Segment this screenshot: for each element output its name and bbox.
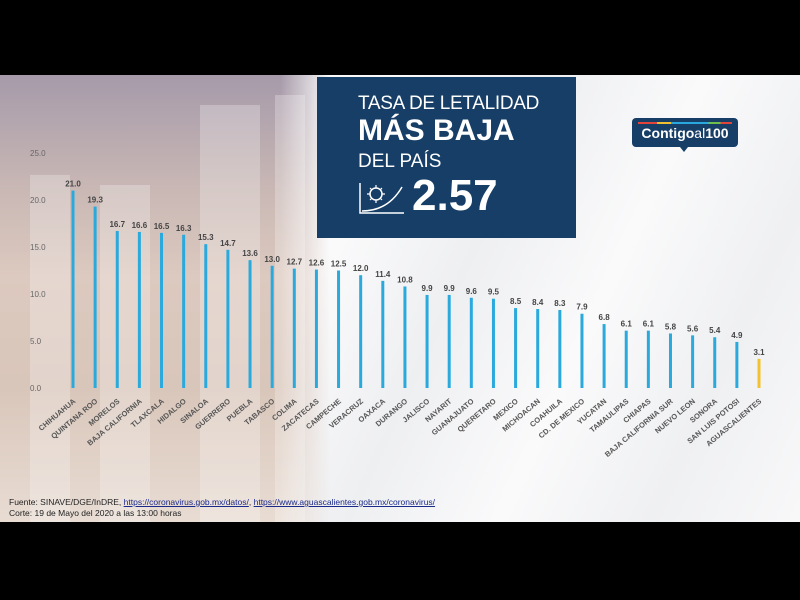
bar-chart: 0.05.010.015.020.025.021.0CHIHUAHUA19.3Q… bbox=[30, 149, 765, 459]
bar-colima bbox=[292, 268, 296, 388]
data-label: 9.9 bbox=[444, 284, 456, 293]
data-label: 8.4 bbox=[532, 298, 544, 307]
data-label: 16.6 bbox=[132, 221, 148, 230]
bar-yucatan bbox=[602, 324, 606, 388]
virus-curve-chart-icon bbox=[359, 183, 404, 214]
source-link-aguascalientes[interactable]: https://www.aguascalientes.gob.mx/corona… bbox=[253, 497, 436, 507]
data-label: 8.3 bbox=[554, 299, 566, 308]
bar-hidalgo bbox=[182, 234, 186, 388]
bar-baja-california bbox=[137, 231, 141, 388]
logo-text: 100 bbox=[705, 125, 729, 141]
separator: , bbox=[248, 497, 252, 507]
bar-chiapas bbox=[646, 330, 650, 388]
bar-baja-california-sur bbox=[668, 333, 672, 388]
y-tick-label: 15.0 bbox=[30, 243, 46, 252]
bar-sinaloa bbox=[204, 244, 208, 388]
data-label: 8.5 bbox=[510, 297, 522, 306]
bar-guanajuato bbox=[469, 297, 473, 388]
data-label: 3.1 bbox=[753, 348, 765, 357]
bar-queretaro bbox=[491, 298, 495, 388]
data-label: 6.1 bbox=[643, 320, 655, 329]
bar-aguascalientes bbox=[757, 358, 761, 388]
data-label: 21.0 bbox=[65, 180, 81, 189]
data-label: 12.0 bbox=[353, 264, 369, 273]
lethality-rate-value: 2.57 bbox=[412, 171, 498, 220]
data-label: 6.1 bbox=[621, 320, 633, 329]
cutoff-date: Corte: 19 de Mayo del 2020 a las 13:00 h… bbox=[9, 508, 182, 518]
bar-veracruz bbox=[359, 275, 363, 388]
bar-tlaxcala bbox=[160, 232, 164, 388]
bar-sonora bbox=[713, 337, 717, 388]
data-label: 14.7 bbox=[220, 239, 236, 248]
source-link-coronavirus[interactable]: https://coronavirus.gob.mx/datos/ bbox=[123, 497, 249, 507]
data-label: 9.6 bbox=[466, 287, 478, 296]
y-tick-label: 10.0 bbox=[30, 290, 46, 299]
data-label: 12.5 bbox=[331, 260, 347, 269]
bar-michoacan bbox=[536, 309, 540, 388]
data-label: 15.3 bbox=[198, 233, 214, 242]
y-tick-label: 5.0 bbox=[30, 337, 42, 346]
data-label: 5.4 bbox=[709, 326, 721, 335]
contigo-al-100-logo: Contigoal100 bbox=[632, 118, 738, 152]
headline-box: TASA DE LETALIDAD MÁS BAJA DEL PAÍS 2.57 bbox=[317, 77, 576, 238]
source-label: Fuente: SINAVE/DGE/InDRE, bbox=[9, 497, 122, 507]
data-label: 11.4 bbox=[375, 270, 391, 279]
bar-coahuila bbox=[558, 309, 562, 388]
bar-mexico bbox=[514, 308, 518, 388]
data-label: 9.5 bbox=[488, 288, 500, 297]
bar-nuevo-leon bbox=[691, 335, 695, 388]
data-label: 6.8 bbox=[599, 313, 611, 322]
logo-text: al bbox=[694, 125, 706, 141]
logo-text: Contigo bbox=[641, 125, 695, 141]
bar-jalisco bbox=[425, 294, 429, 388]
background-building-photo bbox=[0, 75, 330, 522]
bar-puebla bbox=[248, 260, 252, 388]
data-label: 16.5 bbox=[154, 222, 170, 231]
data-label: 10.8 bbox=[397, 275, 413, 284]
headline-line3: DEL PAÍS bbox=[358, 151, 442, 172]
headline-line1: TASA DE LETALIDAD bbox=[358, 93, 540, 114]
bar-durango bbox=[403, 286, 407, 388]
bar-oaxaca bbox=[381, 280, 385, 388]
bar-san-luis-potosi bbox=[735, 341, 739, 388]
bar-quintana-roo bbox=[93, 206, 97, 388]
bar-chihuahua bbox=[71, 190, 75, 388]
data-label: 12.6 bbox=[309, 259, 325, 268]
y-tick-label: 20.0 bbox=[30, 196, 46, 205]
data-label: 19.3 bbox=[87, 196, 103, 205]
data-label: 16.3 bbox=[176, 224, 192, 233]
bar-cd-de-mexico bbox=[580, 313, 584, 388]
data-label: 13.6 bbox=[242, 249, 258, 258]
data-label: 7.9 bbox=[576, 303, 588, 312]
y-tick-label: 25.0 bbox=[30, 149, 46, 158]
headline-line2: MÁS BAJA bbox=[358, 114, 515, 147]
data-label: 5.6 bbox=[687, 324, 699, 333]
bar-zacatecas bbox=[314, 269, 318, 388]
data-label: 9.9 bbox=[422, 284, 434, 293]
y-tick-label: 0.0 bbox=[30, 384, 42, 393]
bar-tamaulipas bbox=[624, 330, 628, 388]
data-label: 5.8 bbox=[665, 322, 677, 331]
bar-nayarit bbox=[447, 294, 451, 388]
data-label: 4.9 bbox=[731, 331, 743, 340]
footer-source: Fuente: SINAVE/DGE/InDRE, https://corona… bbox=[9, 497, 435, 519]
data-label: 13.0 bbox=[264, 255, 280, 264]
slide: 0.0 5.0 10.0 15.0 20.0 25.0 21.0 CHIHUAHUA 19.3 Q… bbox=[0, 75, 800, 522]
bar-guerrero bbox=[226, 249, 230, 388]
bar-morelos bbox=[115, 231, 119, 388]
bar-campeche bbox=[337, 270, 341, 388]
bar-tabasco bbox=[270, 265, 274, 388]
data-label: 12.7 bbox=[287, 258, 303, 267]
data-label: 16.7 bbox=[109, 220, 125, 229]
